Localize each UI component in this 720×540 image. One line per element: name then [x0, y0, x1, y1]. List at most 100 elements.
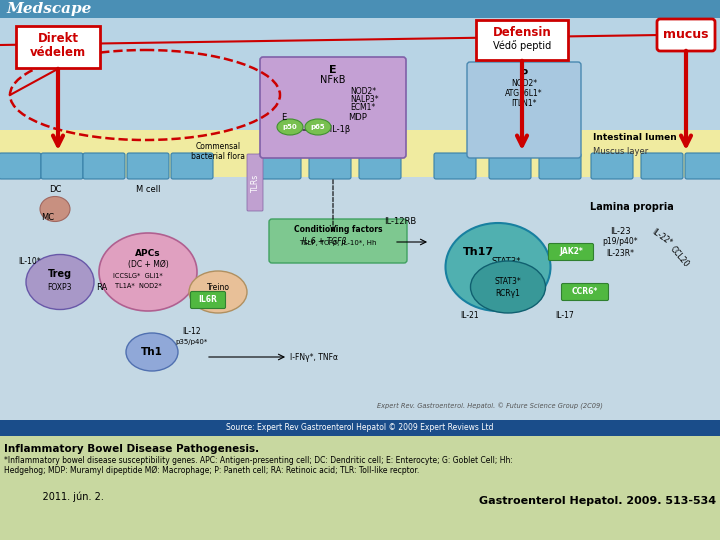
- Text: IL-22*: IL-22*: [650, 227, 674, 247]
- Text: IL-17: IL-17: [556, 310, 575, 320]
- FancyBboxPatch shape: [171, 153, 213, 179]
- FancyBboxPatch shape: [549, 244, 593, 260]
- Text: Treg: Treg: [48, 269, 72, 279]
- FancyBboxPatch shape: [0, 153, 41, 179]
- Ellipse shape: [277, 119, 303, 135]
- Text: p19/p40*: p19/p40*: [602, 238, 638, 246]
- Text: Lamina propria: Lamina propria: [590, 202, 674, 212]
- Ellipse shape: [26, 254, 94, 309]
- Ellipse shape: [126, 333, 178, 371]
- Text: Expert Rev. Gastroenterol. Hepatol. © Future Science Group (2C09): Expert Rev. Gastroenterol. Hepatol. © Fu…: [377, 402, 603, 409]
- Text: TLRs: TLRs: [251, 173, 259, 192]
- Text: ICCSLG*  GLI1*: ICCSLG* GLI1*: [113, 273, 163, 279]
- Text: NFκB: NFκB: [320, 75, 346, 85]
- Ellipse shape: [305, 119, 331, 135]
- Ellipse shape: [40, 197, 70, 221]
- FancyBboxPatch shape: [591, 153, 633, 179]
- FancyBboxPatch shape: [259, 153, 301, 179]
- FancyBboxPatch shape: [434, 153, 476, 179]
- FancyBboxPatch shape: [539, 153, 581, 179]
- Text: STAT3*: STAT3*: [491, 258, 521, 267]
- Text: E: E: [329, 65, 337, 75]
- Text: Gastroenterol Hepatol. 2009. 513-534: Gastroenterol Hepatol. 2009. 513-534: [479, 496, 716, 506]
- Text: FOXP3: FOXP3: [48, 284, 72, 293]
- Text: 2011. jún. 2.: 2011. jún. 2.: [30, 492, 104, 503]
- Text: RCRγ1: RCRγ1: [495, 289, 521, 299]
- Bar: [0, 18, 720, 420]
- Bar: [0, 420, 720, 436]
- Text: Védő peptid: Védő peptid: [493, 40, 551, 51]
- Text: MDP: MDP: [348, 113, 367, 122]
- Text: Muscus layer: Muscus layer: [593, 147, 648, 157]
- Text: védelem: védelem: [30, 45, 86, 58]
- FancyBboxPatch shape: [247, 154, 263, 211]
- Text: NALP3*: NALP3*: [350, 95, 379, 104]
- FancyBboxPatch shape: [685, 153, 720, 179]
- FancyBboxPatch shape: [641, 153, 683, 179]
- FancyBboxPatch shape: [269, 219, 407, 263]
- Text: IL-6 + TGFβ: IL-6 + TGFβ: [302, 238, 346, 246]
- Text: Conditioning factors: Conditioning factors: [294, 226, 382, 234]
- Text: p50: p50: [283, 124, 297, 130]
- FancyBboxPatch shape: [41, 153, 83, 179]
- Text: IL-10*: IL-10*: [18, 258, 40, 267]
- Text: TSLP, TCFβ, IL-10*, Hh: TSLP, TCFβ, IL-10*, Hh: [300, 240, 377, 246]
- Text: P: P: [521, 69, 528, 79]
- Text: ATG16L1*: ATG16L1*: [505, 89, 543, 98]
- Text: p65: p65: [311, 124, 325, 130]
- Text: NOD2*: NOD2*: [511, 79, 537, 88]
- Bar: [0, 130, 720, 185]
- Text: Medscape: Medscape: [6, 2, 91, 16]
- FancyBboxPatch shape: [489, 153, 531, 179]
- Bar: [0, 436, 720, 540]
- Text: Defensin: Defensin: [492, 25, 552, 38]
- Text: IL6R: IL6R: [199, 295, 217, 305]
- Text: IL-12: IL-12: [183, 327, 202, 336]
- Bar: [0, 0, 720, 18]
- FancyBboxPatch shape: [359, 153, 401, 179]
- Text: I-FNγ*, TNFα: I-FNγ*, TNFα: [290, 353, 338, 361]
- FancyBboxPatch shape: [127, 153, 169, 179]
- Text: Hedgehog; MDP: Muramyl dipeptide MØ: Macrophage; P: Paneth cell; RA: Retinoic ac: Hedgehog; MDP: Muramyl dipeptide MØ: Mac…: [4, 466, 419, 475]
- Text: MC: MC: [42, 213, 55, 221]
- Text: Th1: Th1: [141, 347, 163, 357]
- FancyBboxPatch shape: [562, 284, 608, 300]
- Text: Treino: Treino: [207, 282, 230, 292]
- Text: RA: RA: [96, 282, 107, 292]
- Text: Direkt: Direkt: [37, 31, 78, 44]
- Text: DC: DC: [49, 185, 61, 194]
- FancyBboxPatch shape: [260, 57, 406, 158]
- FancyBboxPatch shape: [657, 19, 715, 51]
- Text: (DC + MØ): (DC + MØ): [127, 260, 168, 269]
- FancyBboxPatch shape: [476, 20, 568, 60]
- FancyBboxPatch shape: [83, 153, 125, 179]
- FancyBboxPatch shape: [191, 292, 225, 308]
- Bar: [0, 177, 720, 420]
- Text: IL-23: IL-23: [610, 227, 630, 237]
- FancyBboxPatch shape: [467, 62, 581, 158]
- Ellipse shape: [99, 233, 197, 311]
- Text: JAK2*: JAK2*: [559, 247, 583, 256]
- Text: CCL20: CCL20: [668, 245, 690, 269]
- Text: E: E: [282, 113, 287, 122]
- Text: ITLN1*: ITLN1*: [511, 99, 536, 108]
- Text: IL-12RB: IL-12RB: [384, 218, 416, 226]
- Text: STAT3*: STAT3*: [495, 278, 521, 287]
- Text: Intestinal lumen: Intestinal lumen: [593, 133, 677, 143]
- FancyBboxPatch shape: [309, 153, 351, 179]
- Ellipse shape: [189, 271, 247, 313]
- Text: Source: Expert Rev Gastroenterol Hepatol © 2009 Expert Reviews Ltd: Source: Expert Rev Gastroenterol Hepatol…: [226, 423, 494, 433]
- Text: Th17: Th17: [462, 247, 494, 257]
- Text: CCR6*: CCR6*: [572, 287, 598, 296]
- Ellipse shape: [470, 261, 546, 313]
- Text: Commensal
bacterial flora: Commensal bacterial flora: [191, 142, 245, 161]
- Text: IL-23R*: IL-23R*: [606, 248, 634, 258]
- Text: p35/p40*: p35/p40*: [176, 339, 208, 345]
- Ellipse shape: [446, 223, 551, 311]
- Text: *Inflammatory bowel disease susceptibility genes. APC: Antigen-presenting cell; : *Inflammatory bowel disease susceptibili…: [4, 456, 513, 465]
- Text: M cell: M cell: [136, 185, 161, 194]
- Text: Inflammatory Bowel Disease Pathogenesis.: Inflammatory Bowel Disease Pathogenesis.: [4, 444, 259, 454]
- Text: APCs: APCs: [135, 249, 161, 259]
- Text: → IL-1β: → IL-1β: [320, 125, 350, 134]
- FancyBboxPatch shape: [16, 26, 100, 68]
